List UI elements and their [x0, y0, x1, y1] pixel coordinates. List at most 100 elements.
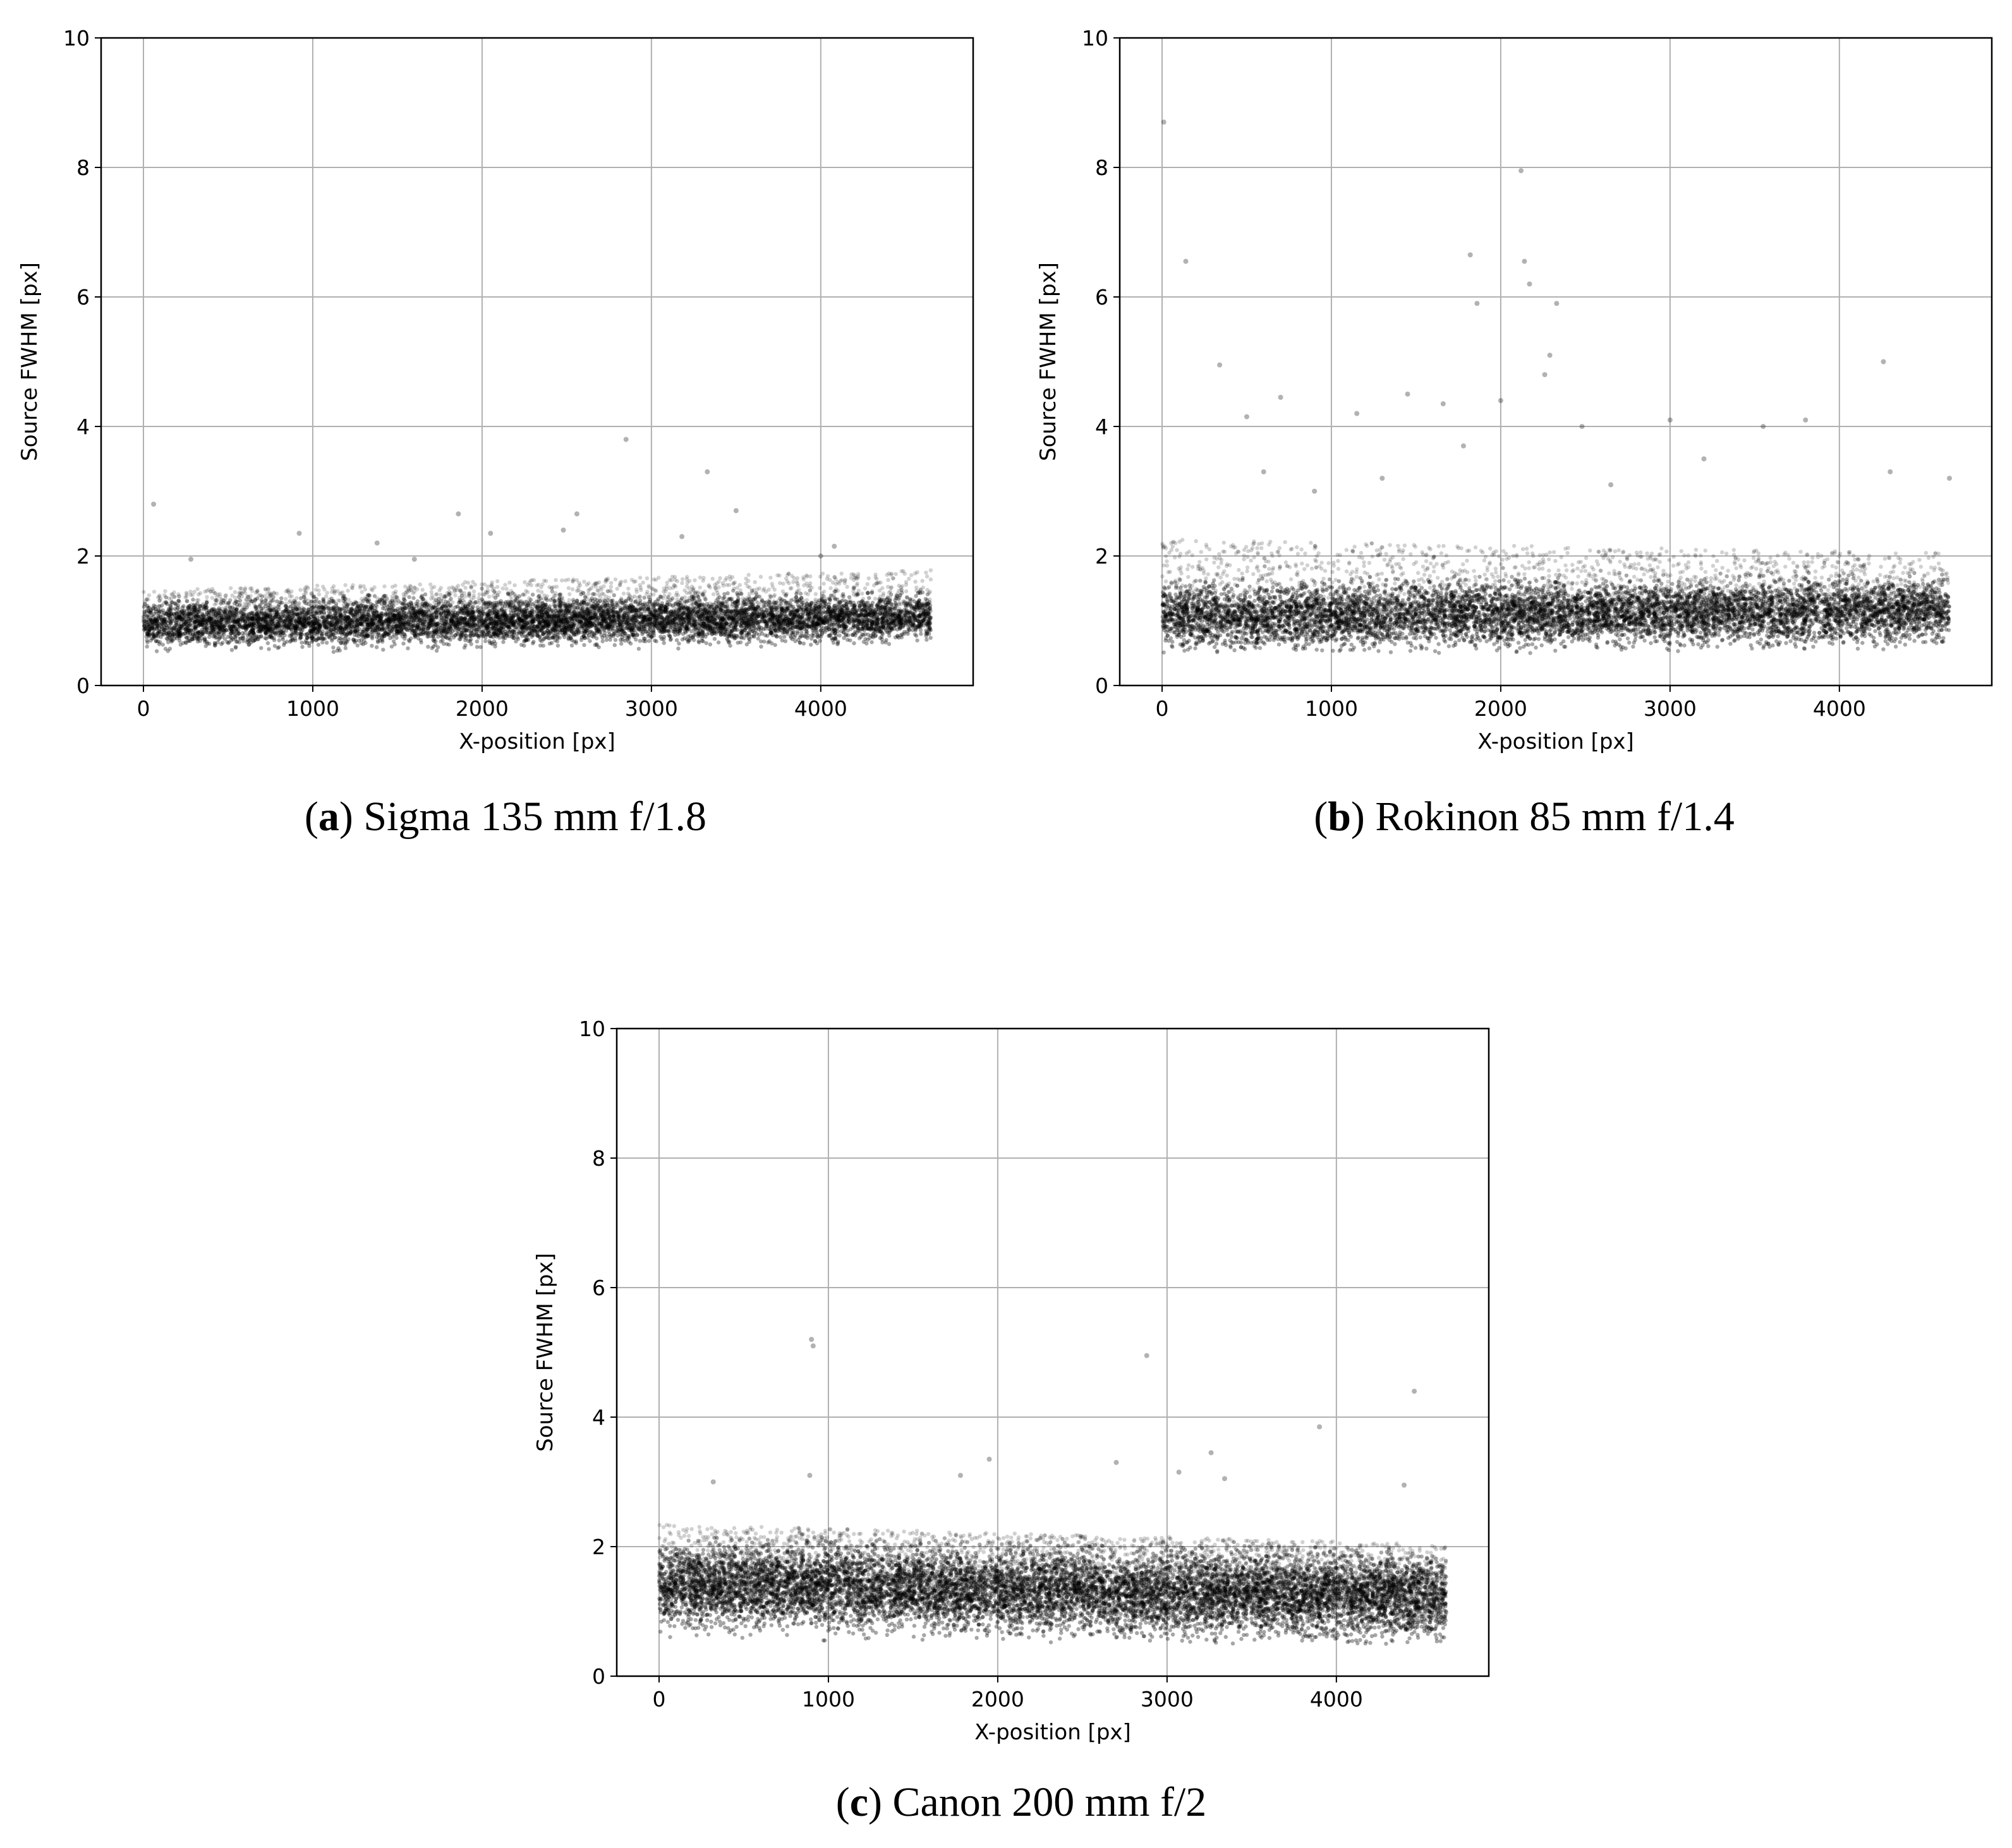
- data-point: [427, 609, 431, 613]
- data-point: [507, 581, 512, 585]
- data-point: [554, 626, 559, 631]
- data-point: [875, 617, 880, 622]
- data-point: [904, 622, 909, 627]
- data-point: [711, 613, 715, 618]
- data-point: [891, 620, 895, 624]
- data-point: [482, 620, 486, 625]
- data-point: [418, 617, 422, 622]
- data-point: [351, 612, 356, 617]
- data-point: [353, 608, 358, 612]
- data-point: [768, 595, 773, 599]
- data-point: [718, 576, 722, 581]
- data-point: [627, 605, 631, 610]
- data-point: [676, 646, 681, 651]
- data-point: [804, 581, 809, 586]
- data-point: [615, 586, 619, 591]
- data-point: [381, 648, 385, 652]
- data-point: [799, 631, 804, 635]
- data-point: [267, 607, 272, 611]
- data-point: [187, 604, 191, 608]
- data-point: [234, 629, 239, 633]
- data-point: [741, 620, 745, 625]
- data-point: [862, 613, 866, 618]
- data-point: [764, 619, 769, 624]
- data-point: [499, 620, 504, 625]
- data-point: [596, 627, 601, 632]
- data-point: [531, 627, 536, 631]
- data-point: [245, 619, 250, 624]
- data-point: [869, 627, 873, 631]
- data-point: [860, 591, 864, 596]
- data-point: [236, 627, 241, 632]
- data-point: [265, 641, 270, 646]
- data-point: [560, 617, 564, 622]
- data-point: [585, 624, 589, 628]
- data-point: [563, 578, 568, 583]
- data-point: [585, 618, 590, 622]
- data-point: [877, 627, 882, 631]
- data-point: [214, 598, 218, 603]
- data-point: [859, 601, 864, 607]
- data-point: [659, 628, 664, 632]
- data-point: [614, 603, 619, 607]
- data-point: [489, 583, 494, 587]
- data-point: [525, 583, 530, 588]
- data-point: [666, 629, 671, 633]
- data-point: [781, 619, 786, 624]
- data-point: [459, 593, 464, 598]
- data-point: [284, 624, 288, 628]
- data-point: [524, 624, 528, 629]
- data-point: [252, 631, 257, 636]
- data-point: [684, 584, 689, 589]
- data-point: [154, 649, 159, 653]
- data-point: [893, 606, 898, 611]
- data-point: [495, 615, 500, 620]
- data-point: [804, 598, 809, 602]
- data-point: [737, 583, 742, 588]
- data-point: [617, 620, 622, 624]
- data-point: [598, 627, 602, 631]
- data-point: [751, 610, 756, 615]
- data-point: [744, 581, 748, 586]
- data-point: [567, 620, 571, 624]
- data-point: [331, 649, 336, 655]
- data-point: [346, 621, 351, 625]
- data-point: [811, 617, 816, 622]
- data-point: [267, 647, 271, 651]
- data-point: [523, 610, 527, 615]
- data-point: [530, 629, 534, 634]
- data-point: [659, 629, 664, 633]
- data-point: [665, 581, 669, 585]
- data-point: [664, 610, 668, 615]
- data-point: [749, 614, 754, 619]
- data-point: [196, 598, 201, 603]
- data-point: [849, 576, 854, 581]
- data-point: [544, 623, 548, 627]
- data-point: [526, 614, 530, 619]
- data-point: [488, 634, 492, 638]
- data-point: [570, 587, 575, 591]
- data-point: [309, 605, 314, 610]
- data-point: [591, 613, 596, 618]
- data-point: [552, 624, 556, 629]
- data-point: [435, 613, 439, 618]
- data-point: [258, 610, 263, 615]
- data-point: [839, 571, 844, 576]
- data-point: [516, 626, 521, 631]
- data-point: [629, 620, 633, 625]
- data-point: [670, 574, 675, 579]
- data-point: [862, 628, 866, 632]
- data-point: [848, 603, 853, 607]
- data-point: [368, 607, 372, 612]
- data-point: [568, 634, 573, 639]
- data-point: [142, 589, 146, 595]
- data-point: [248, 586, 253, 591]
- data-point: [590, 615, 595, 620]
- data-point: [156, 613, 161, 619]
- data-point: [703, 597, 708, 601]
- data-point: [926, 623, 930, 627]
- data-point: [280, 631, 284, 635]
- data-point: [284, 639, 289, 644]
- data-point: [706, 617, 710, 621]
- data-point: [621, 615, 626, 620]
